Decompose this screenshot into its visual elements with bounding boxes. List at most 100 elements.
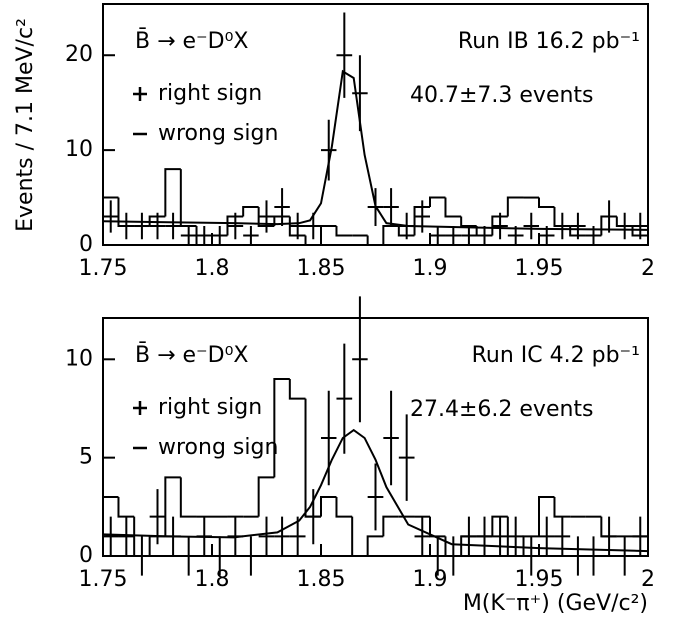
- histogram-step: [335, 496, 353, 518]
- x-tick-label: 1.8: [195, 256, 230, 281]
- data-point: [258, 516, 275, 556]
- data-point: [585, 536, 602, 576]
- y-tick-label: 10: [65, 137, 93, 162]
- data-point: [430, 226, 446, 245]
- data-point: [243, 536, 259, 576]
- histogram-step: [522, 535, 539, 556]
- histogram-step: [351, 516, 368, 557]
- y-tick-label: 10: [65, 346, 93, 371]
- histogram-step: [444, 536, 462, 557]
- y-tick-label: 20: [65, 42, 93, 67]
- data-point: [118, 516, 135, 556]
- data-point: [321, 119, 337, 181]
- histogram-step: [506, 196, 524, 217]
- data-point: [445, 226, 462, 245]
- y-tick-label: 0: [79, 543, 93, 568]
- data-point: [539, 516, 555, 556]
- data-point: [212, 536, 228, 576]
- legend-label: wrong sign: [158, 121, 278, 146]
- histogram-step: [257, 207, 275, 228]
- histogram-step: [632, 535, 649, 556]
- y-tick-label: 5: [79, 445, 93, 470]
- x-tick-label: 1.85: [297, 567, 346, 592]
- histogram-step: [460, 216, 477, 228]
- histogram-step: [366, 535, 384, 556]
- histogram-step: [631, 226, 649, 245]
- data-point: [492, 516, 508, 556]
- histogram-step: [117, 197, 135, 228]
- histogram-step: [164, 476, 181, 537]
- data-point: [383, 188, 399, 227]
- histogram-step: [257, 476, 275, 517]
- annotation: B̄ → e⁻D⁰X: [135, 28, 249, 54]
- histogram-step: [600, 516, 617, 538]
- histogram-step: [429, 516, 446, 538]
- plot-frame: [102, 317, 649, 557]
- data-point: [570, 536, 586, 576]
- data-point: [336, 343, 353, 454]
- histogram-step: [538, 197, 555, 209]
- histogram-step: [615, 216, 633, 228]
- histogram-step: [242, 206, 259, 217]
- data-point: [274, 516, 290, 556]
- histogram-step: [397, 226, 415, 237]
- x-tick-label: 1.8: [195, 567, 230, 592]
- histogram-step: [382, 225, 399, 245]
- x-tick-label: 1.9: [413, 256, 448, 281]
- data-point: [367, 463, 384, 531]
- y-axis-label: Events / 7.1 MeV/c²: [13, 18, 38, 232]
- histogram-step: [366, 235, 384, 246]
- data-point: [430, 536, 446, 576]
- histogram-step: [491, 215, 508, 236]
- legend-marker: [133, 87, 147, 101]
- histogram-step: [273, 215, 290, 227]
- data-point: [414, 200, 430, 233]
- histogram-step: [320, 495, 337, 517]
- data-point: [196, 226, 212, 245]
- annotation: 27.4±6.2 events: [410, 397, 594, 422]
- data-point: [523, 536, 539, 576]
- annotation: Run IB 16.2 pb⁻¹: [458, 29, 640, 54]
- histogram-step: [460, 535, 477, 556]
- x-tick-label: 1.9: [413, 567, 448, 592]
- legend-label: right sign: [158, 81, 262, 106]
- data-point: [321, 390, 337, 486]
- x-tick-label: 1.95: [515, 567, 564, 592]
- data-point: [523, 212, 539, 240]
- annotation: B̄ → e⁻D⁰X: [135, 342, 249, 368]
- histogram-step: [475, 226, 493, 237]
- legend-marker: [133, 401, 147, 415]
- histogram-step: [211, 234, 228, 245]
- data-point: [165, 212, 181, 240]
- histogram-step: [553, 496, 571, 518]
- data-point: [289, 516, 306, 556]
- data-point: [383, 390, 399, 486]
- histogram-step: [164, 168, 181, 217]
- histogram-step: [179, 477, 197, 518]
- annotation: Run IC 4.2 pb⁻¹: [472, 343, 640, 368]
- x-tick-label: 2: [641, 567, 655, 592]
- histogram-step: [538, 495, 555, 537]
- histogram-step: [382, 515, 399, 537]
- x-axis-label: M(K⁻π⁺) (GeV/c²): [463, 591, 648, 616]
- histogram-step: [273, 377, 290, 478]
- legend-label: right sign: [158, 395, 262, 420]
- data-point: [352, 296, 368, 423]
- histogram-step: [179, 169, 197, 228]
- y-tick-label: 0: [79, 232, 93, 257]
- data-point: [616, 536, 633, 576]
- histogram-step: [444, 197, 462, 218]
- histogram-step: [102, 196, 119, 245]
- data-point: [554, 516, 571, 556]
- histogram-step: [429, 196, 446, 208]
- x-tick-label: 2: [641, 256, 655, 281]
- histogram-step: [491, 515, 508, 537]
- histogram-step: [320, 225, 337, 245]
- fit-curve: [102, 428, 649, 553]
- data-point: [461, 226, 477, 245]
- histogram-step: [304, 235, 321, 246]
- histogram-step: [195, 226, 212, 246]
- histogram-step: [304, 398, 321, 518]
- legend-label: wrong sign: [158, 435, 278, 460]
